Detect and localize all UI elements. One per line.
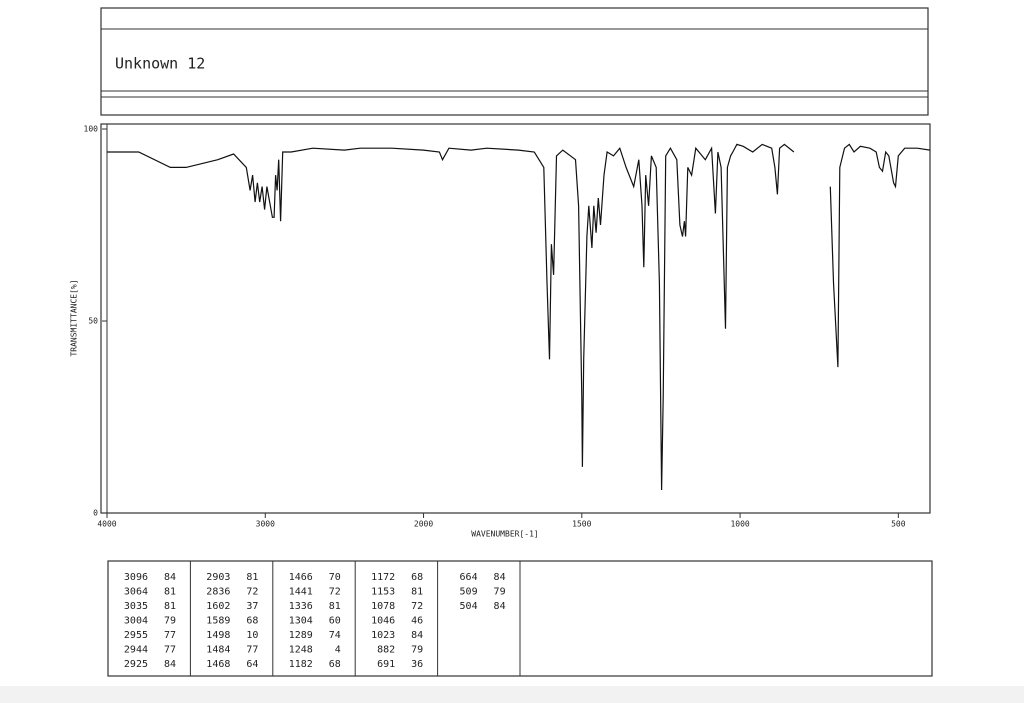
peak-transmittance: 81: [329, 601, 341, 612]
peak-wavenumber: 1484: [206, 645, 230, 656]
peak-wavenumber: 1248: [289, 645, 313, 656]
peak-transmittance: 81: [164, 601, 176, 612]
y-tick-label: 0: [93, 509, 98, 518]
header-box: [100, 7, 929, 116]
peak-transmittance: 79: [164, 616, 176, 627]
y-axis-label: TRANSMITTANCE[%]: [70, 279, 79, 356]
peak-transmittance: 84: [164, 659, 176, 670]
peak-transmittance: 4: [335, 645, 341, 656]
peak-wavenumber: 1023: [371, 630, 395, 641]
x-tick-label: 500: [891, 520, 906, 529]
peak-wavenumber: 1466: [289, 572, 313, 583]
peak-transmittance: 68: [246, 616, 258, 627]
peak-wavenumber: 3064: [124, 587, 148, 598]
peak-wavenumber: 1468: [206, 659, 230, 670]
peak-wavenumber: 509: [460, 587, 478, 598]
peak-wavenumber: 1153: [371, 587, 395, 598]
peak-transmittance: 74: [329, 630, 341, 641]
peak-transmittance: 64: [246, 659, 258, 670]
peak-wavenumber: 2955: [124, 630, 148, 641]
x-tick-label: 2000: [414, 520, 433, 529]
x-tick-label: 1000: [730, 520, 749, 529]
peak-wavenumber: 1046: [371, 616, 395, 627]
peak-transmittance: 72: [411, 601, 423, 612]
peak-wavenumber: 1172: [371, 572, 395, 583]
spectrum-line: [107, 143, 931, 491]
peak-transmittance: 84: [494, 572, 506, 583]
peak-transmittance: 81: [411, 587, 423, 598]
peak-wavenumber: 3035: [124, 601, 148, 612]
peak-wavenumber: 2903: [206, 572, 230, 583]
peak-wavenumber: 2925: [124, 659, 148, 670]
peak-wavenumber: 1441: [289, 587, 313, 598]
peak-transmittance: 72: [329, 587, 341, 598]
x-tick-label: 3000: [256, 520, 275, 529]
bottom-strip: [0, 686, 1024, 703]
peak-wavenumber: 1304: [289, 616, 313, 627]
peak-wavenumber: 504: [460, 601, 478, 612]
peak-transmittance: 72: [246, 587, 258, 598]
peak-wavenumber: 664: [460, 572, 478, 583]
peak-wavenumber: 1498: [206, 630, 230, 641]
peak-transmittance: 70: [329, 572, 341, 583]
peak-wavenumber: 1589: [206, 616, 230, 627]
peak-transmittance: 68: [329, 659, 341, 670]
peak-wavenumber: 882: [377, 645, 395, 656]
peak-wavenumber: 1289: [289, 630, 313, 641]
sample-name: Unknown 12: [115, 55, 205, 73]
x-tick-label: 1500: [572, 520, 591, 529]
peak-wavenumber: 3004: [124, 616, 148, 627]
plot-frame: [100, 123, 931, 514]
peak-wavenumber: 1078: [371, 601, 395, 612]
peak-transmittance: 84: [494, 601, 506, 612]
x-tick-label: 4000: [97, 520, 116, 529]
peak-wavenumber: 1182: [289, 659, 313, 670]
peak-transmittance: 37: [246, 601, 258, 612]
peak-transmittance: 84: [411, 630, 423, 641]
peak-transmittance: 77: [164, 630, 176, 641]
peak-wavenumber: 2836: [206, 587, 230, 598]
peak-wavenumber: 1336: [289, 601, 313, 612]
peak-transmittance: 81: [164, 587, 176, 598]
peak-wavenumber: 1602: [206, 601, 230, 612]
peak-transmittance: 36: [411, 659, 423, 670]
y-tick-label: 50: [88, 317, 98, 326]
peak-transmittance: 77: [246, 645, 258, 656]
peak-transmittance: 68: [411, 572, 423, 583]
peak-transmittance: 79: [494, 587, 506, 598]
x-axis-label: WAVENUMBER[-1]: [471, 530, 538, 539]
peak-transmittance: 81: [246, 572, 258, 583]
peak-wavenumber: 3096: [124, 572, 148, 583]
peak-transmittance: 77: [164, 645, 176, 656]
peak-transmittance: 79: [411, 645, 423, 656]
peak-transmittance: 46: [411, 616, 423, 627]
y-tick-label: 100: [84, 125, 99, 134]
peak-transmittance: 60: [329, 616, 341, 627]
peak-transmittance: 84: [164, 572, 176, 583]
peak-transmittance: 10: [246, 630, 258, 641]
peak-wavenumber: 2944: [124, 645, 148, 656]
peak-wavenumber: 691: [377, 659, 395, 670]
